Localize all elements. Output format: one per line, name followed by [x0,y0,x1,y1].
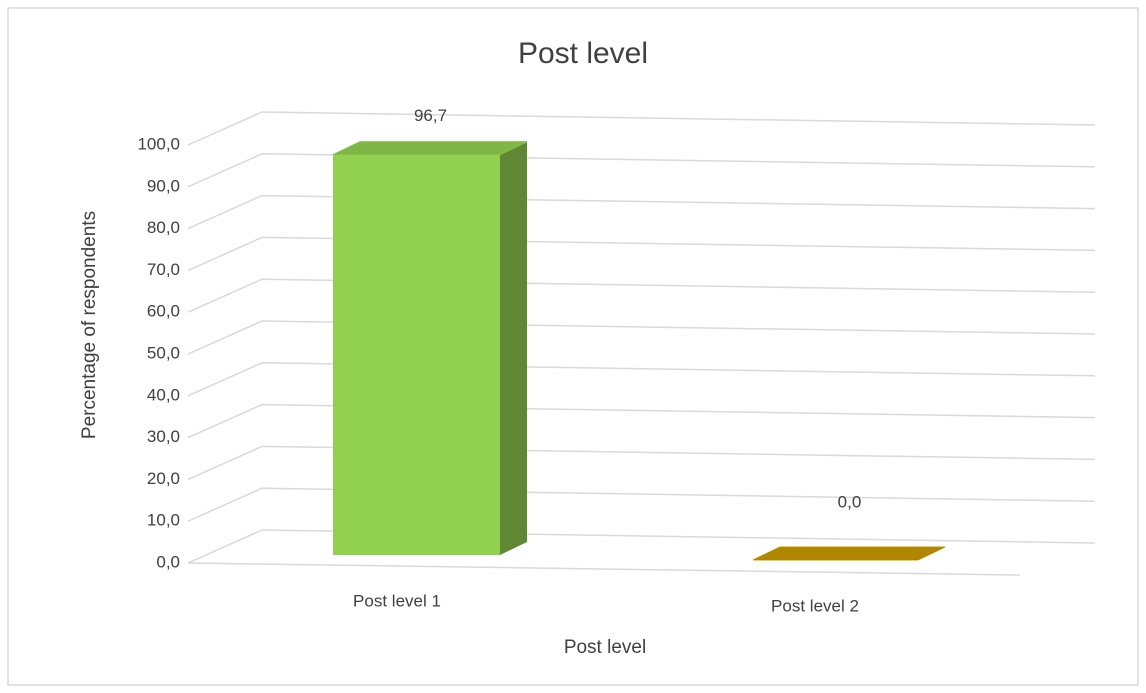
bar [332,141,528,556]
y-tick-label: 30,0 [147,427,180,446]
grid-line [187,403,1096,439]
bar-top-shade [333,141,527,155]
y-tick-label: 80,0 [147,218,180,237]
y-tick-label: 20,0 [147,469,180,488]
value-label: 96,7 [414,106,447,125]
grid-line [187,445,1096,481]
y-axis-label: Percentage of respondents [79,211,100,439]
bar-side [500,141,527,556]
y-tick-label: 60,0 [147,302,180,321]
grid-line [187,111,1096,146]
y-tick-label: 50,0 [147,343,180,362]
grid-line [187,529,1096,564]
grid-line [187,320,1096,355]
bar-front [333,154,500,556]
x-tick-label: Post level 2 [771,596,859,615]
grid-line [187,278,1096,313]
grid-line [187,362,1096,397]
x-tick-label: Post level 1 [353,591,441,610]
grid-line [187,153,1096,188]
floor-edge [187,562,1021,576]
x-axis-label: Post level [564,637,646,658]
bar-top-shade [753,547,945,560]
bar-side-shade [500,141,527,556]
bar-top [332,141,528,156]
chart-border [7,7,1139,686]
y-tick-label: 40,0 [147,385,180,404]
y-tick-label: 10,0 [147,511,180,530]
y-tick-label: 0,0 [156,552,180,571]
grid-line [187,194,1096,230]
bar [752,546,946,561]
grid-line [187,487,1096,522]
y-tick-label: 100,0 [137,134,180,153]
bar-top [752,546,946,561]
value-label: 0,0 [838,492,862,511]
y-tick-label: 70,0 [147,260,180,279]
grid-line [187,236,1096,272]
chart-title: Post level [518,37,648,70]
y-tick-label: 90,0 [147,176,180,195]
